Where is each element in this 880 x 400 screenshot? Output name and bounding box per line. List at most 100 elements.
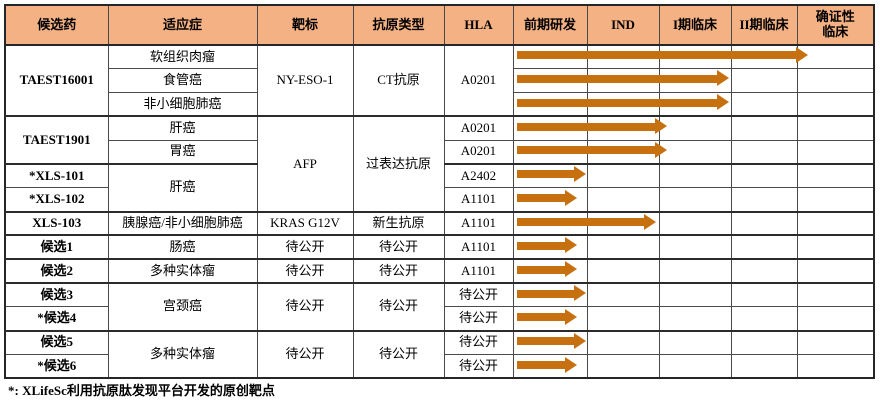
col-header-phase2: II期临床	[730, 4, 798, 46]
progress-arrow	[517, 332, 586, 349]
stage-cell	[730, 115, 798, 141]
table-row: 候选3 宫颈癌 待公开 待公开 待公开	[4, 282, 875, 332]
candidate-cell: *XLS-102	[4, 187, 109, 213]
col-header-antigen-type: 抗原类型	[352, 4, 445, 46]
hla-cell: 待公开	[443, 353, 514, 379]
stage-cell	[796, 92, 875, 118]
stage-cell	[586, 163, 660, 189]
candidate-cell: *候选6	[4, 353, 109, 379]
indication-cell: 食管癌	[107, 68, 258, 94]
stage-cell	[658, 163, 732, 189]
target-cell: NY-ESO-1	[256, 44, 354, 118]
indication-cell: 多种实体瘤	[107, 330, 258, 379]
stage-cell	[796, 68, 875, 94]
antigen-cell: 待公开	[352, 282, 445, 332]
stage-cell	[796, 44, 875, 70]
indication-cell: 非小细胞肺癌	[107, 92, 258, 118]
stage-cell	[730, 139, 798, 165]
stage-cell	[658, 306, 732, 332]
antigen-cell: 待公开	[352, 234, 445, 261]
indication-cell: 软组织肉瘤	[107, 44, 258, 70]
stage-cell	[796, 353, 875, 379]
stage-cell	[796, 330, 875, 355]
progress-arrow	[517, 165, 586, 182]
target-cell: 待公开	[256, 234, 354, 261]
table-row: 候选1 肠癌 待公开 待公开 A1101	[4, 234, 875, 261]
indication-cell: 肝癌	[107, 115, 258, 141]
candidate-cell: 候选1	[4, 234, 109, 261]
stage-cell	[658, 115, 732, 141]
progress-arrow	[517, 285, 586, 302]
stage-cell	[730, 353, 798, 379]
col-header-ind: IND	[586, 4, 660, 46]
pipeline-table: 候选药 适应症 靶标 抗原类型 HLA 前期研发 IND I期临床 II期临床 …	[4, 4, 875, 380]
stage-cell	[796, 234, 875, 261]
stage-cell	[730, 211, 798, 237]
stage-cell	[730, 282, 798, 308]
candidate-cell: *XLS-101	[4, 163, 109, 189]
table-row: 候选5 多种实体瘤 待公开 待公开 待公开	[4, 330, 875, 379]
stage-cell	[586, 258, 660, 284]
table-row: 非小细胞肺癌	[5, 92, 875, 118]
progress-arrow	[517, 46, 809, 63]
progress-arrow	[517, 118, 668, 135]
footnote: *: XLifeSc利用抗原肽发现平台开发的原创靶点	[8, 383, 275, 398]
hla-cell: A0201	[443, 115, 514, 141]
stage-cell	[796, 306, 875, 332]
progress-arrow	[517, 261, 577, 278]
hla-cell: A1101	[443, 234, 514, 261]
progress-arrow	[517, 94, 729, 111]
antigen-cell: 待公开	[352, 330, 445, 379]
stage-cell	[796, 258, 875, 284]
stage-cell	[586, 306, 660, 332]
stage-cell	[586, 353, 660, 379]
antigen-cell: CT抗原	[352, 44, 445, 118]
stage-cell	[658, 139, 732, 165]
table-row: 胃癌 A0201	[5, 139, 875, 165]
stage-cell	[730, 163, 798, 189]
col-header-hla: HLA	[443, 4, 514, 46]
col-header-candidate: 候选药	[4, 4, 109, 46]
stage-cell	[658, 330, 732, 355]
hla-cell: A2402	[443, 163, 514, 189]
progress-arrow	[517, 213, 657, 230]
stage-cell	[658, 282, 732, 308]
progress-arrow	[517, 70, 729, 87]
stage-cell	[658, 258, 732, 284]
target-cell: 待公开	[256, 282, 354, 332]
hla-cell: A0201	[443, 44, 514, 118]
stage-cell	[586, 187, 660, 213]
indication-cell: 肝癌	[107, 163, 258, 213]
table-row: TAEST16001 软组织肉瘤 NY-ESO-1 CT抗原 A0201	[4, 44, 875, 118]
target-cell: 待公开	[256, 330, 354, 379]
hla-cell: 待公开	[443, 282, 514, 308]
table-row: XLS-103 胰腺癌/非小细胞肺癌 KRAS G12V 新生抗原 A1101	[4, 211, 875, 237]
candidate-cell: 候选3	[4, 282, 109, 308]
col-header-confirmatory: 确证性临床	[796, 4, 875, 46]
stage-cell	[730, 306, 798, 332]
stage-cell	[658, 187, 732, 213]
table-row: TAEST1901 肝癌 AFP 过表达抗原 A0201	[4, 115, 875, 213]
progress-arrow	[517, 237, 577, 254]
stage-cell	[730, 68, 798, 94]
antigen-cell: 待公开	[352, 258, 445, 284]
header-row: 候选药 适应症 靶标 抗原类型 HLA 前期研发 IND I期临床 II期临床 …	[4, 4, 875, 46]
stage-cell	[796, 163, 875, 189]
pipeline-chart: 候选药 适应症 靶标 抗原类型 HLA 前期研发 IND I期临床 II期临床 …	[4, 4, 875, 380]
antigen-cell: 过表达抗原	[352, 115, 445, 213]
hla-cell: A1101	[443, 258, 514, 284]
candidate-cell: *候选4	[4, 306, 109, 332]
stage-cell	[730, 234, 798, 261]
col-header-indication: 适应症	[107, 4, 258, 46]
hla-cell: A1101	[443, 211, 514, 237]
table-row: 候选2 多种实体瘤 待公开 待公开 A1101	[4, 258, 875, 284]
target-cell: KRAS G12V	[256, 211, 354, 237]
col-header-target: 靶标	[256, 4, 354, 46]
col-header-preclinical: 前期研发	[512, 4, 588, 46]
indication-cell: 肠癌	[107, 234, 258, 261]
progress-arrow	[517, 356, 577, 373]
stage-cell	[796, 115, 875, 141]
stage-cell	[730, 187, 798, 213]
target-cell: 待公开	[256, 258, 354, 284]
stage-cell	[796, 139, 875, 165]
